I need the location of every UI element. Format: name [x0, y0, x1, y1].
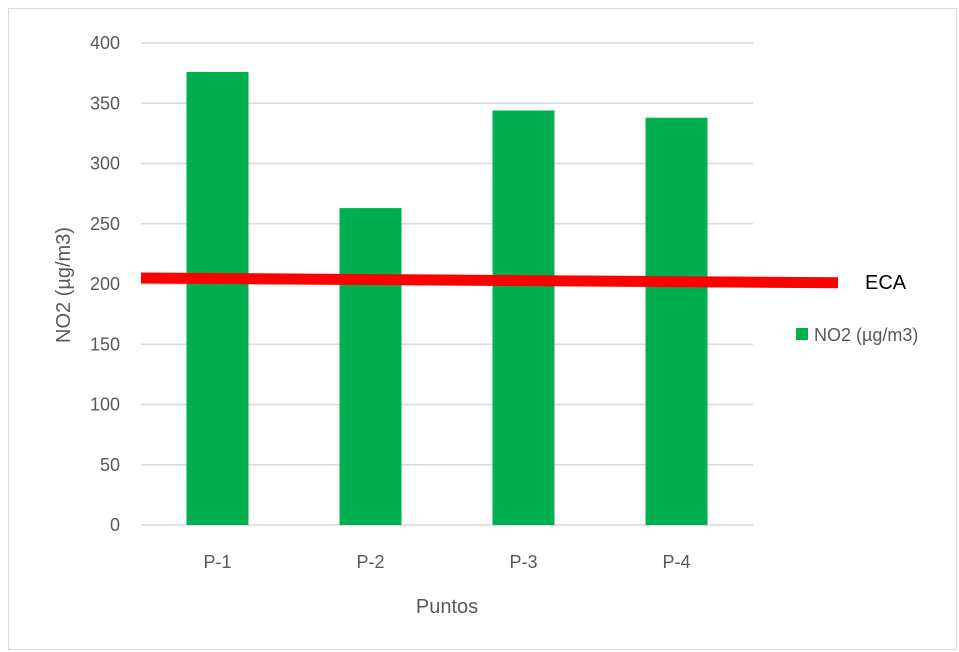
x-tick-labels: P-1 P-2 P-3 P-4	[203, 552, 690, 572]
x-tick-label: P-2	[356, 552, 384, 572]
x-tick-label: P-4	[662, 552, 690, 572]
eca-label: ECA	[865, 272, 907, 294]
y-tick-label: 50	[100, 455, 120, 475]
y-tick-labels: 0 50 100 150 200 250 300 350 400	[90, 33, 120, 535]
bars	[186, 71, 708, 526]
legend-swatch	[796, 328, 808, 340]
x-tick-label: P-1	[203, 552, 231, 572]
bar	[645, 117, 708, 526]
y-tick-label: 400	[90, 33, 120, 53]
legend: NO2 (µg/m3)	[796, 325, 918, 345]
legend-label: NO2 (µg/m3)	[814, 325, 918, 345]
bar	[492, 110, 555, 525]
eca-line	[140, 272, 839, 289]
y-axis-title: NO2 (µg/m3)	[53, 227, 75, 343]
bar	[186, 71, 249, 526]
eca-reference-line	[140, 272, 839, 289]
x-tick-label: P-3	[509, 552, 537, 572]
y-tick-label: 350	[90, 93, 120, 113]
y-tick-label: 100	[90, 395, 120, 415]
y-tick-label: 250	[90, 214, 120, 234]
y-tick-label: 0	[110, 515, 120, 535]
x-axis-title: Puntos	[416, 596, 478, 618]
y-tick-label: 150	[90, 334, 120, 354]
y-tick-label: 300	[90, 154, 120, 174]
bar	[339, 208, 402, 525]
y-tick-label: 200	[90, 274, 120, 294]
